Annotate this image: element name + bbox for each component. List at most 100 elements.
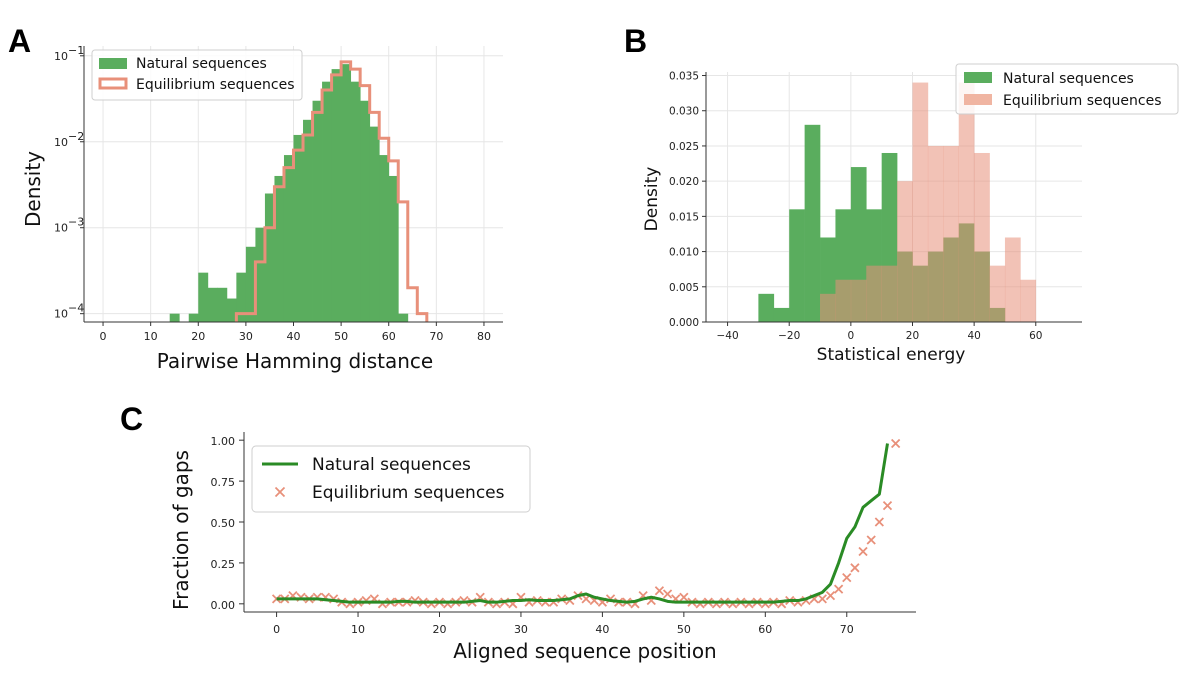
x-tick-label: 60 bbox=[1029, 330, 1042, 342]
equilibrium-bar bbox=[835, 279, 852, 322]
natural-bar bbox=[274, 175, 285, 322]
natural-bar bbox=[283, 155, 294, 322]
y-tick-label: 10 bbox=[54, 136, 68, 149]
x-tick-label: 70 bbox=[840, 623, 854, 636]
equilibrium-hamming-step bbox=[234, 60, 429, 322]
x-tick-label: 10 bbox=[351, 623, 365, 636]
equilibrium-marker bbox=[679, 592, 689, 602]
x-tick-label: −40 bbox=[716, 330, 738, 342]
legend-x-mark bbox=[274, 486, 286, 498]
panel-label-b: B bbox=[624, 23, 647, 59]
x-tick-label: 0 bbox=[848, 330, 855, 342]
equilibrium-marker bbox=[825, 590, 836, 601]
natural-bar bbox=[198, 272, 209, 322]
y-tick-label: 10 bbox=[54, 308, 68, 321]
natural-bar bbox=[226, 298, 237, 322]
panel-c-xlabel: Aligned sequence position bbox=[453, 639, 716, 663]
y-tick-label: 0.25 bbox=[211, 558, 236, 571]
y-tick-label: 0.015 bbox=[669, 211, 699, 223]
legend-natural-swatch bbox=[964, 72, 992, 83]
legend-equilibrium-swatch bbox=[98, 77, 128, 90]
y-tick-label: 10 bbox=[54, 222, 68, 235]
legend-natural-label: Natural sequences bbox=[136, 56, 267, 72]
natural-bar bbox=[303, 119, 313, 322]
equilibrium-marker bbox=[874, 517, 884, 527]
y-tick-label: 0.035 bbox=[669, 71, 699, 83]
panel-b-xlabel: Statistical energy bbox=[817, 345, 966, 365]
statistical-energy-chart: −40 −20 0 20 40 60 0.000 0.005 0.010 0.015 0.020 0.… bbox=[642, 63, 1179, 365]
natural-bar bbox=[804, 124, 821, 323]
panel-a-xlabel: Pairwise Hamming distance bbox=[157, 349, 433, 373]
natural-bar bbox=[312, 100, 323, 323]
natural-bar bbox=[758, 293, 775, 322]
equilibrium-bar bbox=[974, 152, 990, 322]
equilibrium-marker bbox=[654, 586, 665, 596]
natural-bar bbox=[341, 64, 352, 322]
natural-gap-line bbox=[276, 443, 889, 604]
y-tick-exponent: −1 bbox=[68, 44, 84, 57]
natural-bar bbox=[169, 313, 180, 322]
x-tick-label: 50 bbox=[334, 330, 348, 343]
y-tick-label: 0.50 bbox=[211, 517, 236, 530]
legend-natural-swatch bbox=[99, 58, 127, 69]
x-tick-label: 30 bbox=[514, 623, 528, 636]
natural-bar bbox=[398, 313, 409, 322]
equilibrium-bar bbox=[958, 82, 975, 322]
legend-equilibrium-label: Equilibrium sequences bbox=[1003, 93, 1162, 109]
equilibrium-marker bbox=[842, 572, 852, 583]
equilibrium-bar bbox=[927, 145, 944, 322]
natural-bar bbox=[264, 193, 275, 322]
equilibrium-bar bbox=[989, 265, 1006, 322]
y-tick-label: 0.00 bbox=[211, 599, 236, 612]
x-tick-label: 60 bbox=[382, 330, 396, 343]
equilibrium-bar bbox=[1020, 279, 1037, 322]
x-tick-label: 20 bbox=[906, 330, 919, 342]
y-tick-exponent: −2 bbox=[68, 130, 84, 143]
panel-b-legend: Natural sequences Equilibrium sequences bbox=[955, 63, 1179, 115]
natural-bar bbox=[789, 209, 805, 322]
legend-equilibrium-swatch bbox=[274, 486, 286, 498]
natural-hamming-bars bbox=[169, 64, 409, 323]
y-tick-label: 10 bbox=[54, 50, 68, 63]
natural-bar bbox=[360, 100, 371, 323]
natural-bar bbox=[379, 155, 390, 322]
x-tick-label: 0 bbox=[273, 623, 280, 636]
x-tick-label: 20 bbox=[191, 330, 205, 343]
natural-bar bbox=[217, 287, 228, 322]
natural-bar bbox=[207, 287, 218, 322]
natural-bar bbox=[255, 227, 266, 322]
natural-bar bbox=[236, 272, 247, 322]
legend-natural-label: Natural sequences bbox=[1003, 71, 1134, 87]
y-tick-label: 0.030 bbox=[669, 106, 699, 118]
natural-bar bbox=[245, 246, 256, 322]
natural-bar bbox=[369, 126, 380, 322]
equilibrium-marker bbox=[890, 438, 901, 449]
equilibrium-marker bbox=[833, 584, 844, 594]
natural-bar bbox=[331, 69, 342, 322]
equilibrium-bar bbox=[820, 293, 836, 322]
equilibrium-marker bbox=[866, 535, 876, 545]
natural-bar bbox=[188, 313, 199, 322]
equilibrium-energy-bars bbox=[820, 82, 1037, 322]
y-tick-exponent: −4 bbox=[68, 302, 84, 315]
y-tick-label: 0.010 bbox=[669, 247, 699, 259]
equilibrium-marker bbox=[817, 594, 827, 604]
equilibrium-marker bbox=[850, 563, 860, 573]
legend-natural-label: Natural sequences bbox=[312, 455, 471, 475]
panel-label-a: A bbox=[8, 23, 31, 59]
equilibrium-bar bbox=[1004, 237, 1021, 322]
gap-fraction-chart: 0 10 20 30 40 50 60 70 0.00 0.25 0.50 0.75 1.00 Alig… bbox=[169, 432, 916, 663]
natural-bar bbox=[773, 307, 790, 322]
natural-bar bbox=[322, 81, 332, 322]
natural-bar bbox=[388, 175, 399, 322]
x-tick-label: −20 bbox=[778, 330, 800, 342]
x-tick-label: 80 bbox=[477, 330, 491, 343]
equilibrium-marker bbox=[858, 546, 868, 557]
y-tick-label: 0.75 bbox=[211, 476, 236, 489]
natural-bar bbox=[350, 81, 361, 322]
legend-equilibrium-label: Equilibrium sequences bbox=[312, 483, 505, 503]
natural-bar bbox=[293, 134, 304, 322]
x-tick-label: 70 bbox=[429, 330, 443, 343]
